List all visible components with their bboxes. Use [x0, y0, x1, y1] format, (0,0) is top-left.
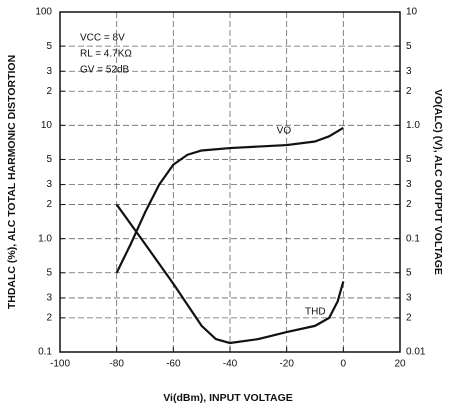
y-tick-label: 100	[35, 7, 52, 18]
y-tick-label: 1.0	[38, 233, 52, 244]
y2-tick-label: 3	[406, 179, 412, 190]
y-tick-label: 3	[46, 179, 52, 190]
x-tick-label: -40	[223, 359, 238, 370]
y-axis-title: THDALC (%), ALC TOTAL HARMONIC DISTORTIO…	[6, 55, 18, 309]
x-tick-label: -20	[279, 359, 294, 370]
y2-tick-label: 3	[406, 293, 412, 304]
x-tick-label: -80	[109, 359, 124, 370]
x-tick-label: -100	[50, 359, 70, 370]
y-tick-label: 3	[46, 293, 52, 304]
annotation: GV = 52dB	[80, 65, 130, 76]
x-tick-label: 0	[341, 359, 347, 370]
y2-tick-label: 2	[406, 199, 412, 210]
line	[115, 126, 344, 274]
y-tick-label: 3	[46, 66, 52, 77]
y2-tick-label: 3	[406, 66, 412, 77]
y2-tick-label: 0.1	[406, 233, 420, 244]
y2-tick-label: 0.01	[406, 347, 426, 358]
x-tick-label: 20	[394, 359, 406, 370]
y-tick-label: 0.1	[38, 347, 52, 358]
y-tick-label: 5	[46, 154, 52, 165]
y-tick-label: 5	[46, 41, 52, 52]
y2-tick-label: 10	[406, 7, 418, 18]
curve-label: THD	[305, 307, 326, 318]
annotation: RL = 4.7KΩ	[80, 49, 132, 60]
y2-tick-label: 1.0	[406, 120, 420, 131]
y-tick-label: 10	[41, 120, 53, 131]
y-tick-label: 2	[46, 199, 52, 210]
y-tick-label: 5	[46, 267, 52, 278]
x-tick-label: -60	[166, 359, 181, 370]
line	[115, 203, 345, 345]
annotation: VCC = 8V	[80, 33, 125, 44]
y-tick-label: 2	[46, 86, 52, 97]
y2-tick-label: 5	[406, 154, 412, 165]
curve-label: VO	[277, 126, 292, 137]
y-tick-label: 2	[46, 313, 52, 324]
plot-frame	[59, 11, 401, 353]
y2-tick-label: 2	[406, 86, 412, 97]
x-axis-title: Vi(dBm), INPUT VOLTAGE	[163, 392, 293, 404]
y2-tick-label: 5	[406, 41, 412, 52]
y2-tick-label: 5	[406, 267, 412, 278]
y2-axis-title: VO(ALC) (V), ALC OUTPUT VOLTAGE	[432, 89, 444, 275]
y2-tick-label: 2	[406, 313, 412, 324]
